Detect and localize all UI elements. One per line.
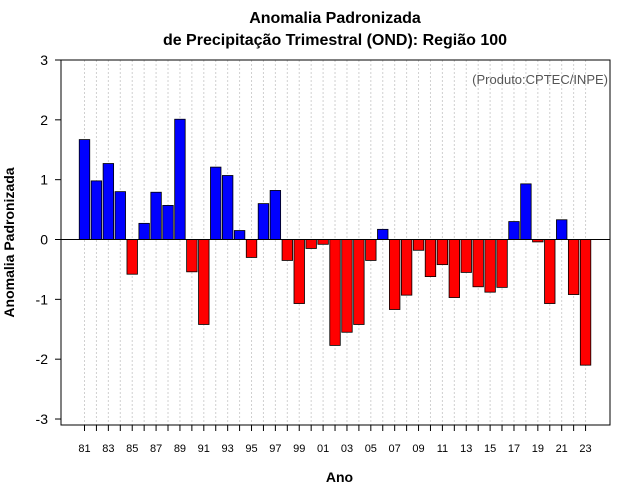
- bar-87: [150, 191, 162, 240]
- bar-99: [293, 239, 305, 304]
- y-tick-label: 2: [40, 112, 48, 128]
- y-tick-label: -1: [36, 291, 49, 307]
- bar-15: [484, 239, 496, 293]
- x-tick-label: 81: [78, 443, 90, 455]
- y-tick-label: 0: [40, 232, 48, 248]
- x-tick-label: 05: [365, 443, 377, 455]
- bar-81: [78, 139, 91, 240]
- bar-13: [460, 239, 472, 273]
- x-tick-label: 01: [317, 443, 329, 455]
- bar-16: [496, 239, 508, 288]
- x-tick-label: 13: [460, 443, 472, 455]
- bar-83: [102, 163, 115, 240]
- bar-12: [448, 239, 460, 298]
- x-tick-label: 23: [579, 443, 591, 455]
- x-tick-label: 07: [389, 443, 401, 455]
- bar-98: [281, 239, 293, 261]
- bar-22: [567, 239, 580, 295]
- bar-02: [329, 239, 341, 346]
- bar-96: [257, 203, 270, 240]
- bar-91: [198, 239, 210, 325]
- bar-85: [126, 239, 138, 275]
- x-axis: 81 83 85 87 89 91 93 95 97 99 01 03 05 07 09 11 13 15 17 19…: [78, 425, 592, 455]
- x-axis-label: Ano: [326, 469, 353, 485]
- x-tick-label: 91: [198, 443, 210, 455]
- bar-88: [162, 205, 174, 240]
- bar-21: [556, 219, 568, 240]
- x-tick-label: 97: [269, 443, 281, 455]
- x-tick-label: 95: [245, 443, 257, 455]
- bar-06: [377, 228, 389, 240]
- x-tick-label: 21: [556, 443, 568, 455]
- chart-title: Anomalia Padronizada: [249, 10, 421, 27]
- chart-subtitle: de Precipitação Trimestral (OND): Região…: [162, 32, 508, 49]
- grid-lines: [84, 60, 587, 425]
- bar-08: [400, 239, 413, 296]
- source-annotation: (Produto:CPTEC/INPE): [472, 72, 608, 87]
- bar-23: [579, 239, 592, 366]
- bar-03: [341, 239, 353, 333]
- y-tick-label: -3: [36, 411, 49, 427]
- x-tick-label: 83: [102, 443, 114, 455]
- bar-09: [412, 239, 425, 251]
- bar-20: [544, 239, 556, 304]
- y-tick-label: 1: [40, 172, 48, 188]
- x-tick-label: 09: [412, 443, 424, 455]
- bar-01: [317, 239, 329, 245]
- x-tick-label: 15: [484, 443, 496, 455]
- bar-10: [424, 239, 437, 278]
- bar-93: [222, 175, 234, 240]
- bar-89: [174, 118, 186, 240]
- x-tick-label: 11: [437, 443, 448, 455]
- y-tick-label: 3: [40, 52, 48, 68]
- bar-11: [436, 239, 449, 266]
- bar-94: [233, 230, 246, 240]
- bar-95: [245, 239, 258, 258]
- bar-05: [365, 239, 377, 261]
- bar-97: [269, 190, 282, 240]
- x-tick-label: 99: [293, 443, 305, 455]
- bar-90: [186, 239, 198, 273]
- bar-92: [210, 166, 222, 240]
- x-tick-label: 89: [174, 443, 186, 455]
- bar-04: [353, 239, 365, 325]
- bar-00: [305, 239, 317, 249]
- bars: [78, 118, 592, 366]
- x-tick-label: 85: [126, 443, 138, 455]
- y-axis: -3 -2 -1 0 1 2 3: [36, 52, 61, 427]
- bar-17: [508, 221, 520, 240]
- y-axis-label: Anomalia Padronizada: [1, 167, 17, 317]
- bar-18: [520, 183, 532, 240]
- bar-86: [138, 222, 150, 240]
- bar-84: [114, 191, 126, 240]
- bar-07: [389, 239, 401, 310]
- x-tick-label: 93: [222, 443, 234, 455]
- y-tick-label: -2: [36, 351, 49, 367]
- x-tick-label: 87: [150, 443, 162, 455]
- x-tick-label: 03: [341, 443, 353, 455]
- x-tick-label: 19: [532, 443, 544, 455]
- x-tick-label: 17: [508, 443, 520, 455]
- bar-14: [472, 239, 484, 288]
- bar-82: [90, 180, 103, 240]
